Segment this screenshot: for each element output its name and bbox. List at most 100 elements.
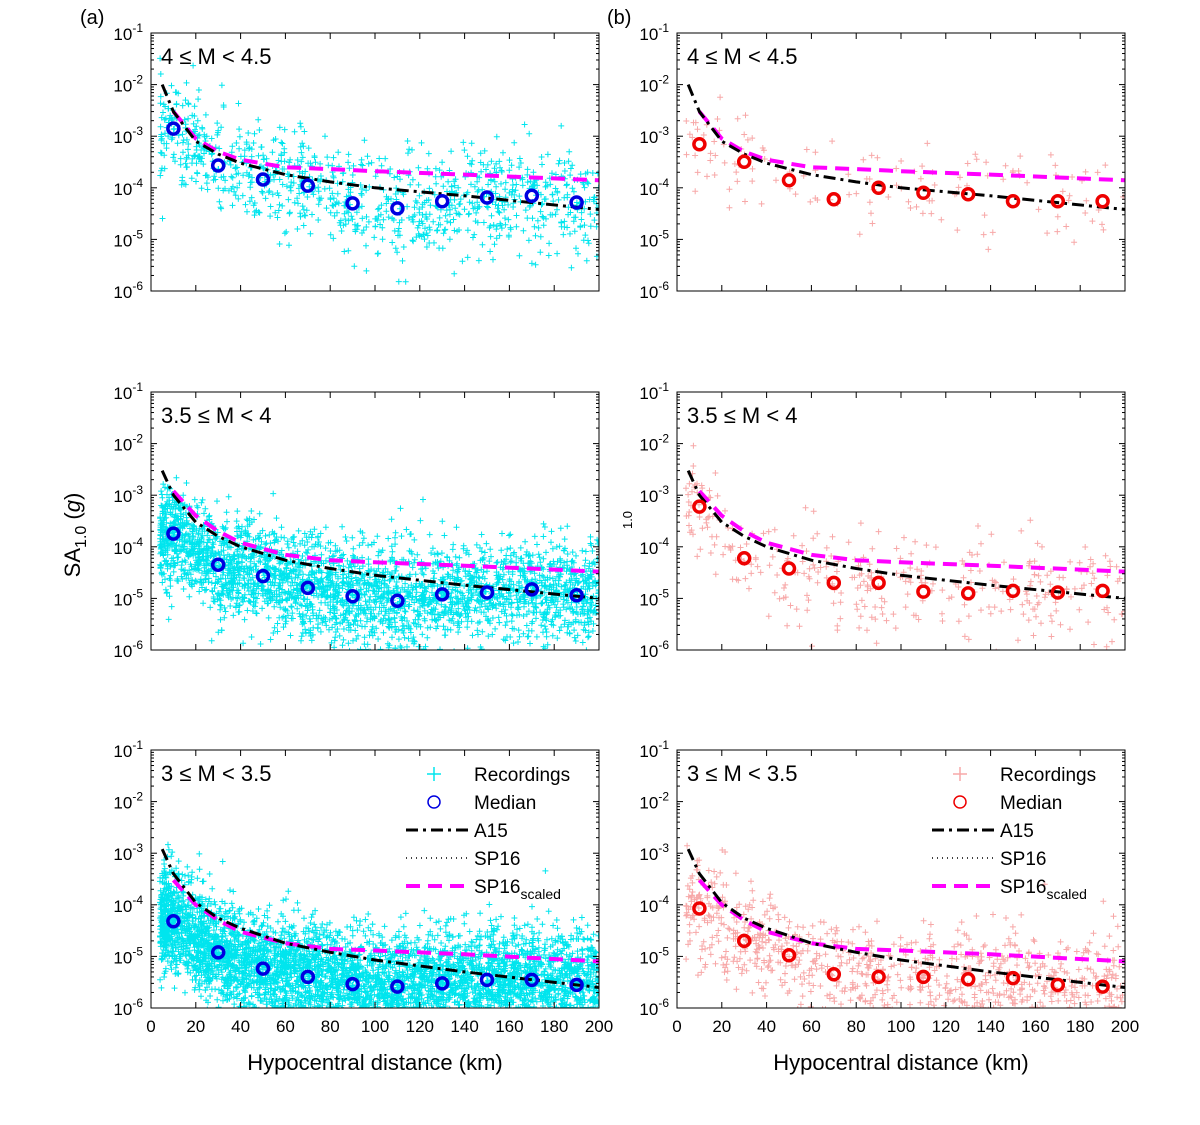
median-point <box>692 901 707 916</box>
x-tick-label: 160 <box>495 1017 523 1036</box>
median-point <box>569 195 584 210</box>
y-tick-label: 10-2 <box>639 73 669 96</box>
recordings-marks <box>683 94 1125 253</box>
median-point <box>871 180 886 196</box>
median-point <box>255 961 271 976</box>
x-tick-label: 120 <box>406 1017 434 1036</box>
median-point <box>916 969 931 985</box>
median-point <box>916 185 931 201</box>
y-tick-label: 10-3 <box>113 841 143 864</box>
y-tick-label: 10-5 <box>639 227 669 250</box>
y-tick-label: 10-1 <box>639 380 669 403</box>
y-tick-label: 10-2 <box>113 73 143 96</box>
y-tick-label: 10-6 <box>113 638 143 661</box>
median-point <box>692 499 707 514</box>
legend: Recordings Median A15 SP16 SP16scaled <box>406 765 570 902</box>
chart-panel-a-2: 10-6 10-5 10-4 10-3 10-2 10-1 3.5 ≤ M < 4 <box>113 380 600 661</box>
y-tick-label: 10-1 <box>113 738 143 761</box>
median-point <box>210 158 226 173</box>
y-tick-label: 10-4 <box>639 893 669 916</box>
median-point <box>1050 977 1066 993</box>
y-tick-label: 10-3 <box>113 124 143 147</box>
median-point <box>1095 583 1110 599</box>
legend: Recordings Median A15 SP16 SP16scaled <box>932 765 1096 902</box>
legend-median-marker <box>427 795 441 809</box>
recordings-points <box>157 474 599 650</box>
median-point <box>434 976 450 991</box>
panel-title: 3.5 ≤ M < 4 <box>687 403 798 428</box>
y-tick-label: 10-3 <box>113 483 143 506</box>
median-point <box>166 526 181 541</box>
median-point <box>826 575 842 591</box>
legend-sp16-scaled-label: SP16scaled <box>1000 877 1087 902</box>
y-tick-label: 10-5 <box>639 586 669 609</box>
median-point <box>569 588 584 603</box>
legend-recordings-label: Recordings <box>1000 765 1096 786</box>
median-point <box>1005 583 1021 599</box>
median-point <box>390 979 405 994</box>
median-point <box>255 568 271 584</box>
chart-panel-a-3: 10-6 10-5 10-4 10-3 10-2 10-1 0 20 40 60 80 100 120 1… <box>113 738 613 1075</box>
a15-line <box>160 469 599 600</box>
recordings-points <box>157 841 599 1008</box>
median-point <box>524 582 540 597</box>
sp16-scaled-line <box>171 489 599 574</box>
x-tick-label: 20 <box>186 1017 205 1036</box>
stray-label: 1.0 <box>620 511 635 529</box>
x-tick-label: 60 <box>276 1017 295 1036</box>
legend-sp16-label: SP16 <box>1000 849 1046 870</box>
y-tick-label: 10-2 <box>639 790 669 813</box>
chart-panel-b-3: 10-6 10-5 10-4 10-3 10-2 10-1 0 20 40 60 80 100 120 1… <box>639 738 1139 1075</box>
median-point <box>871 575 886 591</box>
median-point <box>736 550 752 566</box>
y-tick-label: 10-3 <box>639 841 669 864</box>
y-tick-label: 10-6 <box>113 279 143 302</box>
recordings-marks <box>683 442 1125 650</box>
sp16-scaled-line <box>697 489 1125 574</box>
recordings-points <box>683 94 1125 253</box>
recordings-points <box>683 842 1125 1008</box>
legend-recordings-marker <box>427 767 441 781</box>
median-point <box>524 972 540 988</box>
panel-title: 4 ≤ M < 4.5 <box>687 44 798 69</box>
median-point <box>960 586 976 601</box>
median-point <box>692 136 707 152</box>
chart-panel-b-1: 10-6 10-5 10-4 10-3 10-2 10-1 4 ≤ M < 4.5 <box>639 21 1126 302</box>
x-tick-label: 140 <box>450 1017 478 1036</box>
x-tick-label: 100 <box>887 1017 915 1036</box>
y-tick-label: 10-2 <box>113 432 143 455</box>
recordings-marks <box>157 474 599 650</box>
median-point <box>524 188 540 204</box>
y-tick-label: 10-4 <box>113 893 143 916</box>
y-tick-label: 10-6 <box>639 638 669 661</box>
legend-a15-label: A15 <box>1000 821 1034 842</box>
x-axis-label: Hypocentral distance (km) <box>247 1050 503 1075</box>
legend-recordings-label: Recordings <box>474 765 570 786</box>
x-tick-label: 180 <box>1066 1017 1094 1036</box>
median-point <box>345 976 360 992</box>
x-tick-label: 80 <box>847 1017 866 1036</box>
y-tick-label: 10-5 <box>113 586 143 609</box>
median-point <box>736 933 752 949</box>
x-tick-label: 200 <box>585 1017 613 1036</box>
y-tick-label: 10-4 <box>113 176 143 199</box>
legend-recordings-marker <box>953 767 967 781</box>
median-point <box>1050 193 1066 209</box>
y-tick-label: 10-4 <box>639 535 669 558</box>
recordings-marks <box>683 842 1125 1008</box>
median-point <box>1005 970 1021 986</box>
legend-sp16-label: SP16 <box>474 849 520 870</box>
y-tick-label: 10-6 <box>639 279 669 302</box>
y-tick-label: 10-5 <box>639 944 669 967</box>
median-point <box>300 580 316 596</box>
median-point <box>345 196 360 211</box>
median-point <box>960 186 976 202</box>
median-point <box>479 972 495 988</box>
chart-panel-a-1: 10-6 10-5 10-4 10-3 10-2 10-1 4 ≤ M < 4.5 <box>113 21 600 302</box>
median-point <box>390 593 405 609</box>
axes-frame <box>150 32 600 292</box>
x-tick-label: 120 <box>932 1017 960 1036</box>
median-point <box>345 589 360 604</box>
median-point <box>166 913 181 929</box>
